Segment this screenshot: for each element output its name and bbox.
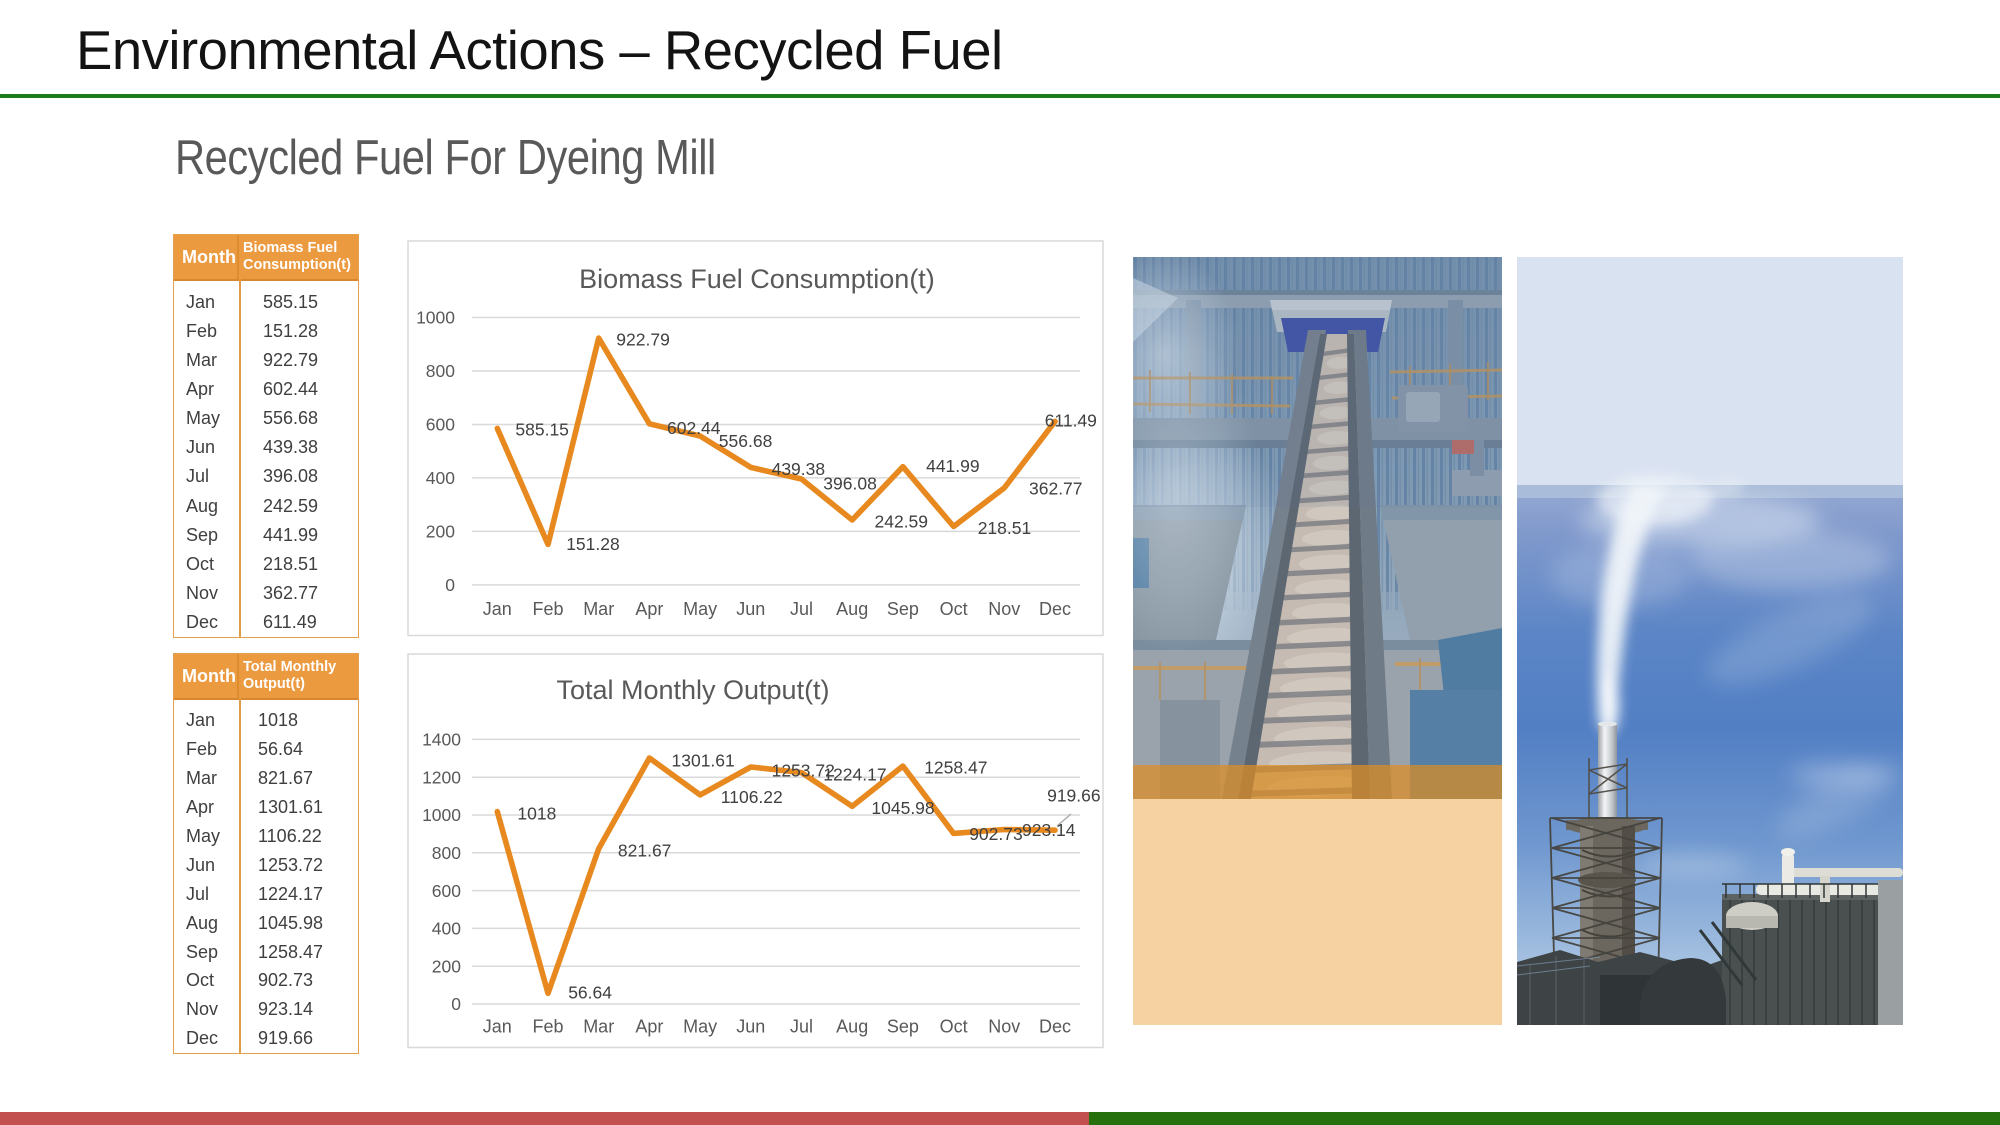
svg-text:400: 400 — [426, 468, 455, 488]
svg-text:Sep: Sep — [887, 1017, 919, 1037]
svg-text:611.49: 611.49 — [1045, 411, 1097, 431]
svg-text:1258.47: 1258.47 — [924, 758, 987, 778]
svg-text:242.59: 242.59 — [875, 512, 929, 532]
svg-text:Mar: Mar — [583, 1017, 614, 1037]
svg-text:200: 200 — [432, 956, 461, 976]
svg-text:0: 0 — [445, 575, 455, 595]
svg-text:821.67: 821.67 — [618, 841, 672, 861]
svg-text:151.28: 151.28 — [566, 534, 620, 554]
svg-text:Dec: Dec — [1039, 1017, 1071, 1037]
svg-text:1018: 1018 — [517, 803, 556, 823]
svg-text:Nov: Nov — [988, 599, 1020, 619]
svg-text:362.77: 362.77 — [1029, 478, 1083, 498]
svg-text:1106.22: 1106.22 — [721, 787, 783, 807]
svg-text:Jan: Jan — [483, 599, 512, 619]
svg-text:200: 200 — [426, 522, 455, 542]
svg-text:Jun: Jun — [736, 599, 765, 619]
svg-text:585.15: 585.15 — [515, 420, 569, 440]
svg-text:1400: 1400 — [422, 730, 461, 750]
svg-text:Jan: Jan — [483, 1017, 512, 1037]
svg-text:56.64: 56.64 — [568, 983, 612, 1003]
svg-text:556.68: 556.68 — [719, 431, 773, 451]
svg-text:902.73: 902.73 — [969, 824, 1023, 844]
svg-text:1253.72: 1253.72 — [772, 760, 835, 780]
svg-text:1000: 1000 — [416, 308, 455, 328]
svg-text:800: 800 — [432, 843, 461, 863]
svg-text:441.99: 441.99 — [926, 456, 980, 476]
svg-text:Jul: Jul — [790, 599, 813, 619]
svg-text:May: May — [683, 599, 717, 619]
svg-text:1301.61: 1301.61 — [672, 751, 735, 771]
svg-text:1000: 1000 — [422, 805, 461, 825]
svg-text:922.79: 922.79 — [616, 330, 670, 350]
svg-text:800: 800 — [426, 361, 455, 381]
svg-text:Oct: Oct — [940, 599, 968, 619]
svg-text:923.14: 923.14 — [1022, 820, 1076, 840]
svg-text:1045.98: 1045.98 — [871, 798, 934, 818]
svg-text:Jun: Jun — [736, 1017, 765, 1037]
svg-text:602.44: 602.44 — [667, 418, 721, 438]
svg-text:396.08: 396.08 — [823, 474, 877, 494]
svg-text:Total Monthly Output(t): Total Monthly Output(t) — [556, 675, 829, 705]
svg-text:1200: 1200 — [422, 767, 461, 787]
svg-text:Nov: Nov — [988, 1017, 1020, 1037]
svg-text:Biomass Fuel Consumption(t): Biomass Fuel Consumption(t) — [579, 264, 935, 294]
svg-text:Aug: Aug — [836, 1017, 868, 1037]
svg-text:May: May — [683, 1017, 717, 1037]
svg-text:218.51: 218.51 — [978, 518, 1032, 538]
svg-text:919.66: 919.66 — [1047, 785, 1101, 805]
svg-text:Mar: Mar — [583, 599, 614, 619]
svg-text:Apr: Apr — [635, 599, 663, 619]
svg-text:Feb: Feb — [532, 1017, 563, 1037]
svg-text:439.38: 439.38 — [772, 459, 826, 479]
svg-text:Sep: Sep — [887, 599, 919, 619]
svg-text:400: 400 — [432, 919, 461, 939]
svg-text:Feb: Feb — [532, 599, 563, 619]
svg-text:Aug: Aug — [836, 599, 868, 619]
svg-text:600: 600 — [426, 415, 455, 435]
svg-text:600: 600 — [432, 881, 461, 901]
svg-text:1224.17: 1224.17 — [823, 765, 886, 785]
svg-text:Dec: Dec — [1039, 599, 1071, 619]
svg-text:0: 0 — [451, 994, 461, 1014]
svg-text:Oct: Oct — [940, 1017, 968, 1037]
svg-text:Jul: Jul — [790, 1017, 813, 1037]
svg-text:Apr: Apr — [635, 1017, 663, 1037]
